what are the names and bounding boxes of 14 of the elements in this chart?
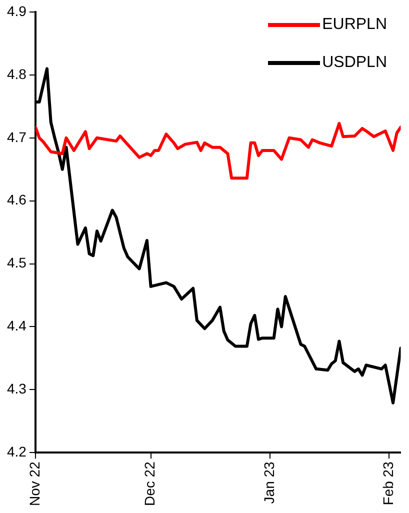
- x-tick-label: Jan 23: [260, 461, 277, 504]
- legend-label: USDPLN: [322, 54, 387, 72]
- x-tick-label: Nov 22: [26, 461, 42, 506]
- y-tick-label: 4.3: [6, 380, 27, 397]
- y-tick-label: 4.4: [6, 318, 27, 334]
- legend-label: EURPLN: [322, 16, 387, 34]
- y-tick-label: 4.5: [6, 254, 27, 271]
- y-tick-label: 4.8: [6, 66, 27, 82]
- x-tick-label: Feb 23: [380, 461, 396, 506]
- y-tick-label: 4.2: [6, 444, 27, 460]
- y-tick-label: 4.7: [6, 128, 27, 145]
- y-tick-label: 4.9: [6, 2, 27, 19]
- y-tick-label: 4.6: [6, 192, 27, 208]
- x-tick-label: Dec 22: [142, 461, 158, 506]
